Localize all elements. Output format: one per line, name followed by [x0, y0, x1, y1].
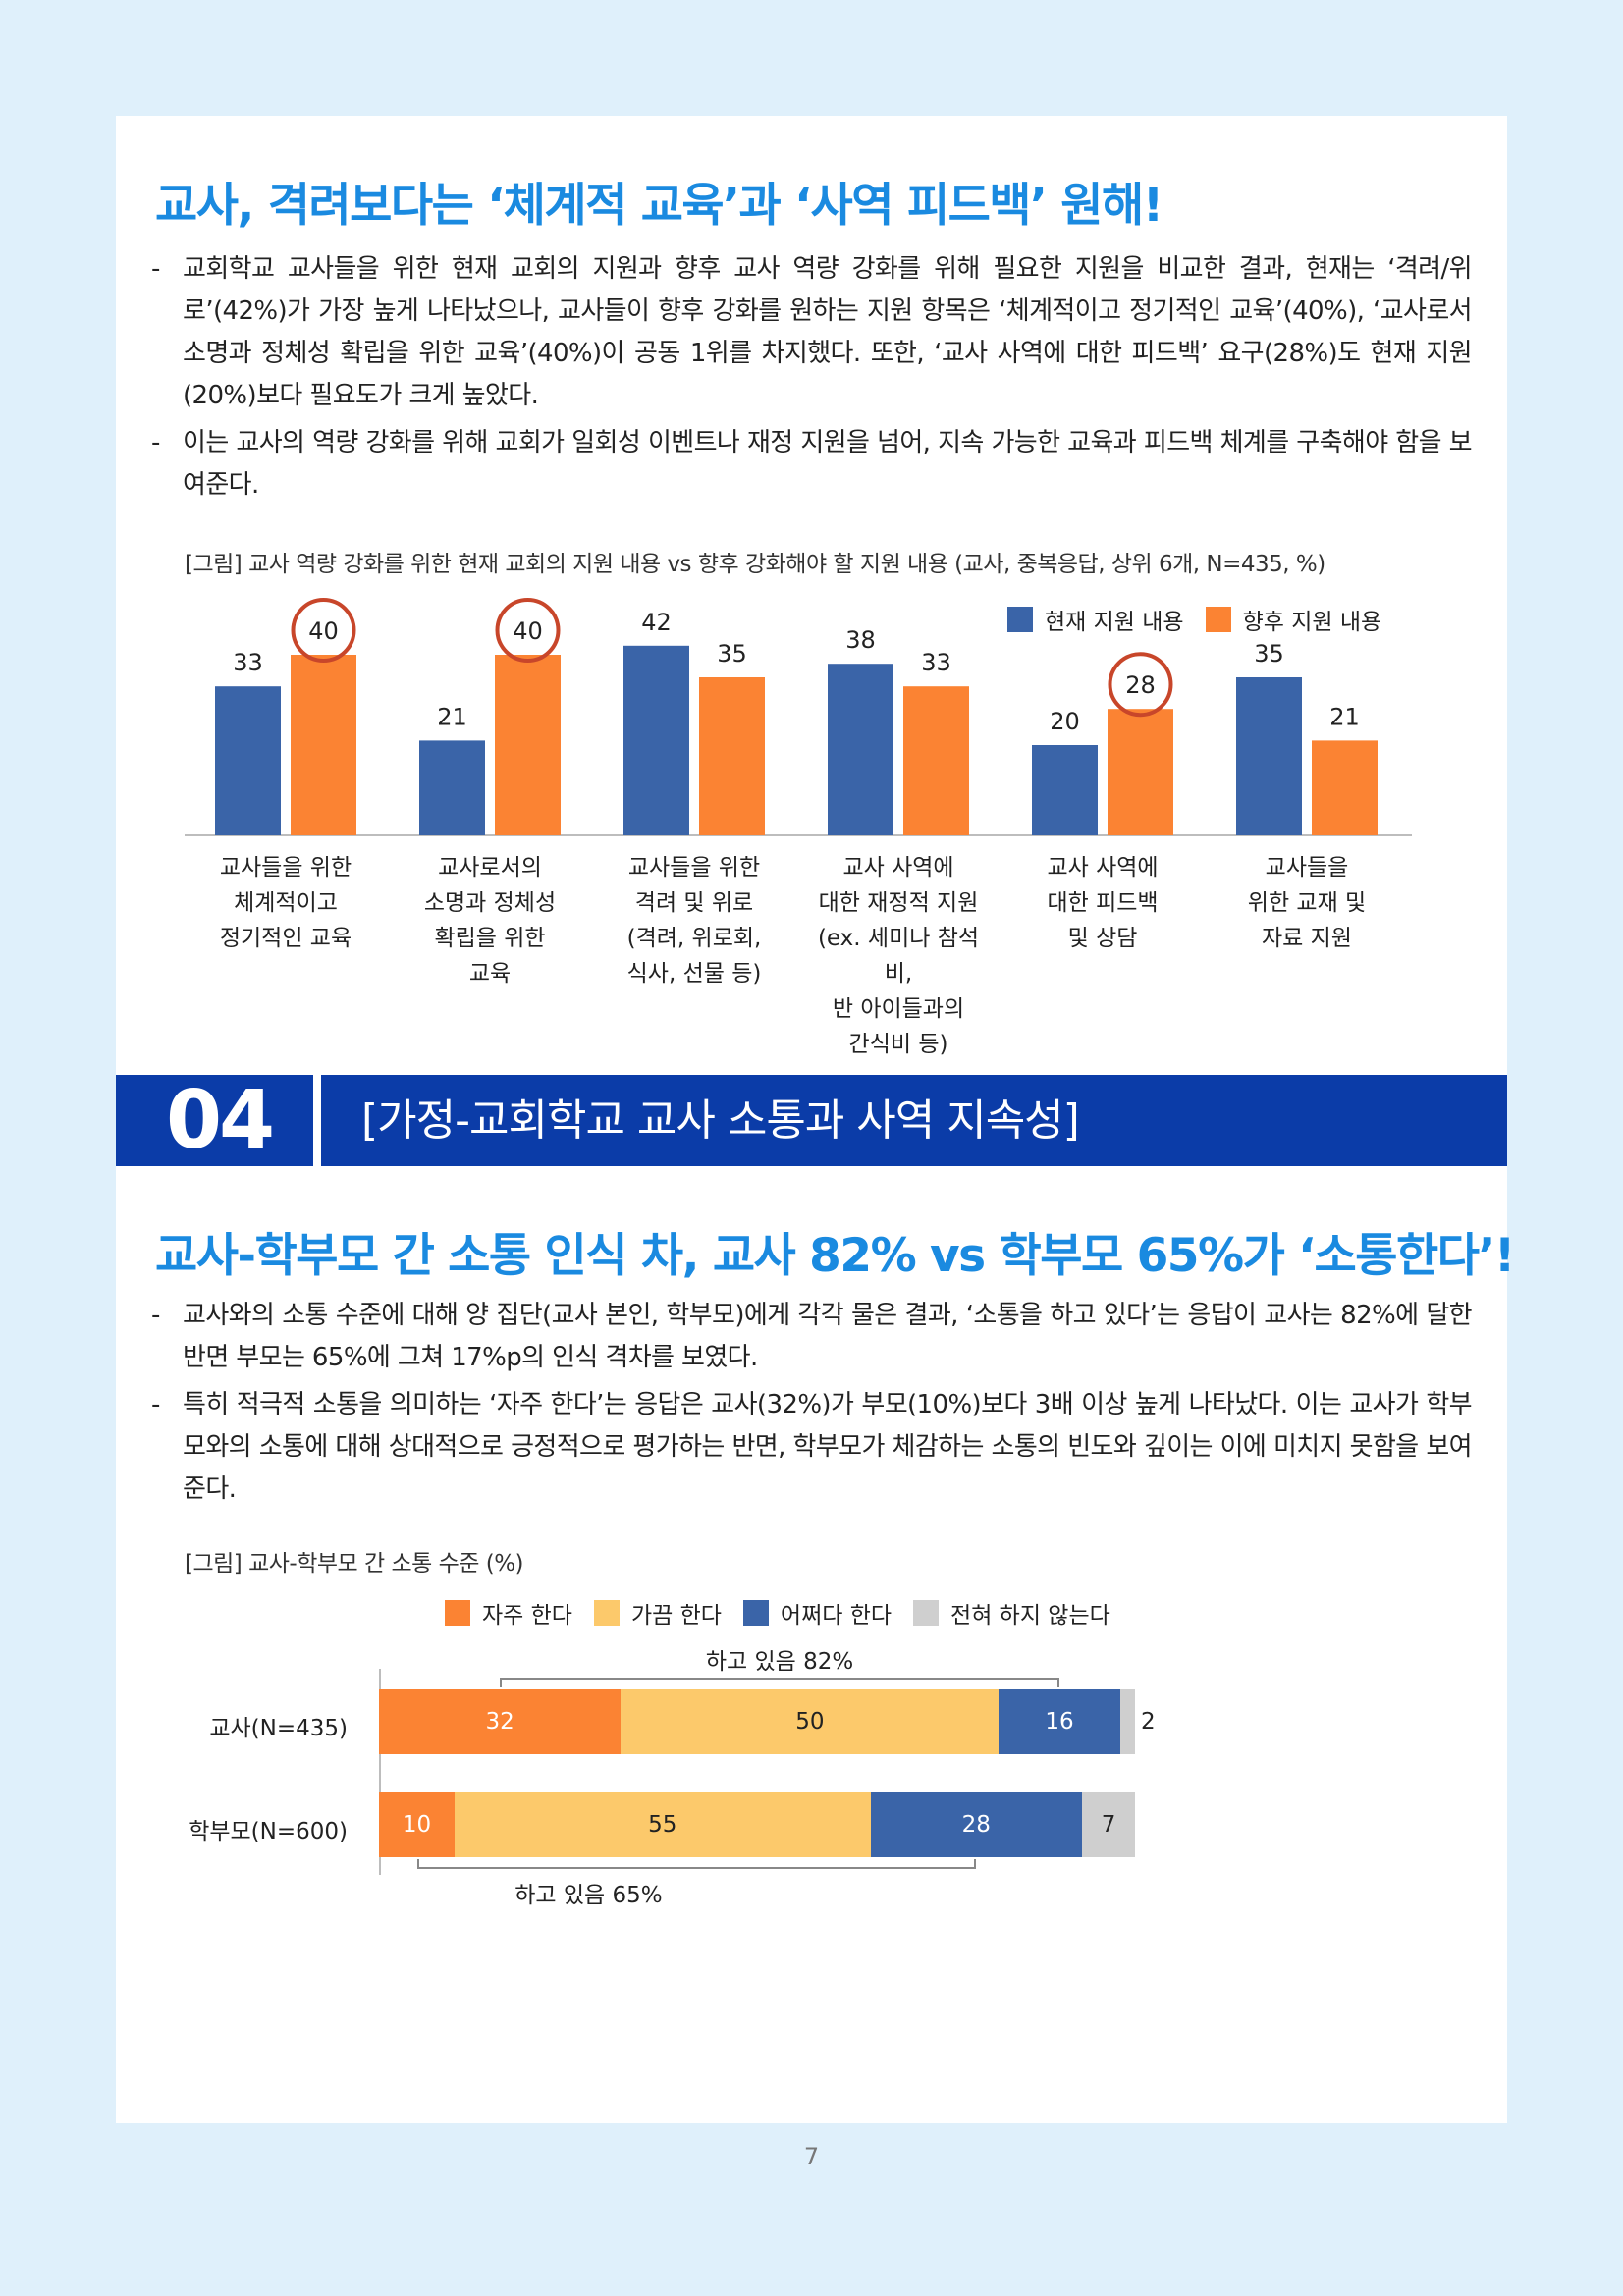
- bar: [495, 655, 561, 835]
- bar-value-label: 42: [641, 609, 672, 636]
- x-tick-label: 교사 사역에 대한 재정적 지원 (ex. 세미나 참석비, 반 아이들과의 간…: [817, 855, 980, 1057]
- bracket-teacher: [500, 1678, 1059, 1687]
- bar: [1236, 677, 1302, 835]
- bar: [291, 655, 356, 835]
- bar-segment: 28: [870, 1792, 1083, 1857]
- row-label: 학부모(N=600): [189, 1819, 348, 1844]
- legend-swatch: [913, 1600, 940, 1626]
- bar-value-label: 35: [717, 640, 747, 667]
- bar-value-label: 20: [1050, 708, 1080, 735]
- bar-value-label: 21: [437, 703, 467, 730]
- highlight-circle: [495, 598, 561, 663]
- section-divider: [313, 1075, 321, 1166]
- bar-value-label: 33: [233, 649, 263, 676]
- x-tick-label: 교사들을 위한 격려 및 위로 (격려, 위로회, 식사, 선물 등): [626, 855, 762, 987]
- bar-chart-support: 33 40 21 40 42 35 38 33 20 28 35 21: [185, 598, 1412, 836]
- x-tick-label: 교사 사역에 대한 피드백 및 상담: [1047, 855, 1159, 951]
- legend-label: 자주 한다: [482, 1603, 572, 1629]
- bar-value-label: 28: [1125, 671, 1156, 699]
- legend-label: 전혀 하지 않는다: [950, 1603, 1110, 1629]
- bar-segment: 10: [379, 1792, 455, 1857]
- section1-title: 교사, 격려보다는 ‘체계적 교육’과 ‘사역 피드백’ 원해!: [155, 179, 1163, 233]
- bar: [1108, 709, 1173, 835]
- bar-value-label: 33: [921, 649, 951, 676]
- bar-value-label: 35: [1254, 640, 1284, 667]
- bar-segment: 2: [1140, 1709, 1156, 1735]
- legend-item-future: 향후 지원 내용: [1205, 603, 1382, 636]
- legend-swatch: [1007, 607, 1033, 632]
- legend-label: 향후 지원 내용: [1242, 610, 1382, 635]
- chart1-legend: 현재 지원 내용 향후 지원 내용: [1007, 603, 1403, 636]
- section-number: 04: [165, 1074, 275, 1167]
- bar: [1312, 740, 1378, 835]
- bar-value-label: 21: [1329, 703, 1360, 730]
- x-tick-label: 교사로서의 소명과 정체성 확립을 위한 교육: [423, 855, 557, 987]
- chart2-legend: 자주 한다 가끔 한다 어쩌다 한다 전혀 하지 않는다: [445, 1596, 1132, 1629]
- legend-swatch: [593, 1600, 620, 1626]
- chart2-caption: [그림] 교사-학부모 간 소통 수준 (%): [185, 1551, 524, 1576]
- legend-swatch: [1205, 607, 1231, 632]
- legend-item-often: 자주 한다: [445, 1596, 572, 1629]
- bar-segment: 7: [1082, 1792, 1135, 1857]
- bullet: 교사와의 소통 수준에 대해 양 집단(교사 본인, 학부모)에게 각각 물은 …: [151, 1295, 1473, 1379]
- bracket-parent: [416, 1859, 977, 1869]
- bar: [1032, 745, 1098, 835]
- section-title: [가정-교회학교 교사 소통과 사역 지속성]: [361, 1095, 1080, 1146]
- section1-bullets: 교회학교 교사들을 위한 현재 교회의 지원과 향후 교사 역량 강화를 위해 …: [151, 248, 1473, 511]
- bullet: 이는 교사의 역량 강화를 위해 교회가 일회성 이벤트나 재정 지원을 넘어,…: [151, 422, 1473, 507]
- section2-bullets: 교사와의 소통 수준에 대해 양 집단(교사 본인, 학부모)에게 각각 물은 …: [151, 1295, 1473, 1516]
- bar-segment: 55: [455, 1792, 871, 1857]
- bar-segment-fill: [1119, 1689, 1135, 1754]
- legend-item-never: 전혀 하지 않는다: [913, 1596, 1110, 1629]
- bar-value-label: 40: [513, 617, 543, 645]
- bar: [623, 645, 689, 835]
- legend-item-sometimes: 가끔 한다: [593, 1596, 722, 1629]
- bar: [699, 677, 765, 835]
- bar-segment: 16: [999, 1689, 1120, 1754]
- section2-title: 교사-학부모 간 소통 인식 차, 교사 82% vs 학부모 65%가 ‘소통…: [155, 1229, 1515, 1283]
- x-tick-label: 교사들을 위한 체계적이고 정기적인 교육: [219, 855, 352, 951]
- bar: [903, 686, 969, 835]
- highlight-circle: [1108, 652, 1173, 718]
- legend-label: 어쩌다 한다: [780, 1603, 893, 1629]
- legend-item-current: 현재 지원 내용: [1007, 603, 1184, 636]
- bar: [828, 664, 893, 835]
- row-label: 교사(N=435): [209, 1716, 348, 1741]
- bar-segment: 50: [621, 1689, 1000, 1754]
- bracket-label-teacher: 하고 있음 82%: [705, 1649, 854, 1675]
- bar: [215, 686, 281, 835]
- legend-label: 현재 지원 내용: [1045, 610, 1184, 635]
- bracket-label-parent: 하고 있음 65%: [514, 1883, 663, 1908]
- legend-item-rarely: 어쩌다 한다: [742, 1596, 893, 1629]
- bar: [419, 740, 485, 835]
- highlight-circle: [291, 598, 356, 663]
- legend-swatch: [742, 1600, 769, 1626]
- bar-value-label: 40: [308, 617, 339, 645]
- bullet: 특히 적극적 소통을 의미하는 ‘자주 한다’는 응답은 교사(32%)가 부모…: [151, 1384, 1473, 1511]
- legend-swatch: [445, 1600, 470, 1626]
- page: 교사, 격려보다는 ‘체계적 교육’과 ‘사역 피드백’ 원해! 교회학교 교사…: [116, 116, 1515, 2123]
- chart1-caption: [그림] 교사 역량 강화를 위한 현재 교회의 지원 내용 vs 향후 강화해…: [185, 552, 1325, 577]
- page-number: 7: [803, 2143, 820, 2170]
- y-axis-line: [379, 1669, 381, 1875]
- section-header-bar: 04 [가정-교회학교 교사 소통과 사역 지속성]: [116, 1075, 1507, 1166]
- bar-segment: 32: [379, 1689, 622, 1754]
- x-tick-label: 교사들을 위한 교재 및 자료 지원: [1247, 855, 1367, 951]
- bar-value-label: 38: [845, 626, 876, 654]
- bullet: 교회학교 교사들을 위한 현재 교회의 지원과 향후 교사 역량 강화를 위해 …: [151, 248, 1473, 417]
- legend-label: 가끔 한다: [630, 1603, 722, 1629]
